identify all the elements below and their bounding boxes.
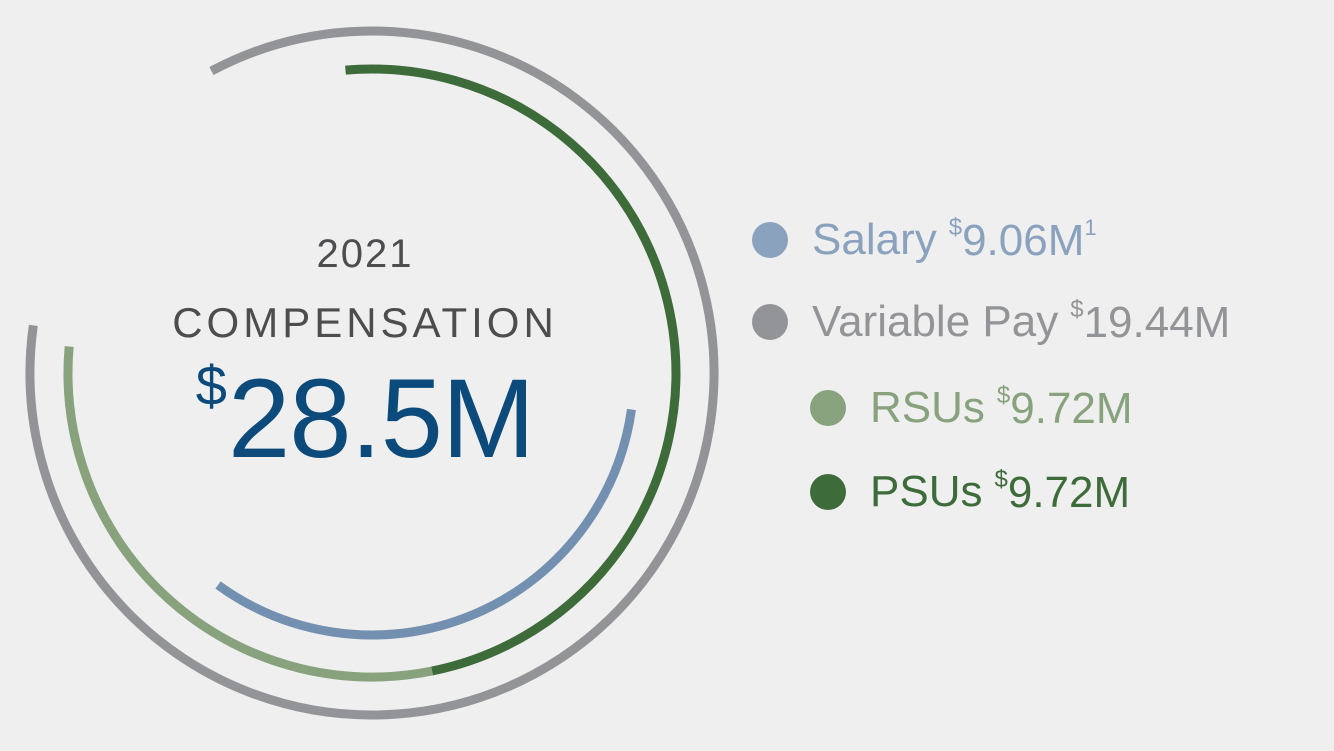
legend-currency-salary: $ bbox=[948, 214, 963, 241]
legend-currency-variable-pay: $ bbox=[1070, 296, 1084, 323]
legend-dot-salary bbox=[752, 222, 788, 258]
legend-label-salary: Salary bbox=[812, 215, 937, 264]
legend-dot-variable-pay bbox=[752, 304, 788, 340]
legend-dot-rsus bbox=[810, 390, 846, 426]
legend-footnote-salary: 1 bbox=[1084, 215, 1097, 240]
total-compensation: $28.5M bbox=[150, 358, 580, 475]
legend-value-salary: $9.06M1 bbox=[949, 214, 1097, 266]
legend-label-rsus: RSUs bbox=[870, 383, 985, 432]
chart-title: COMPENSATION bbox=[172, 299, 558, 346]
legend-amount-psus: 9.72M bbox=[1007, 468, 1131, 517]
legend-currency-psus: $ bbox=[994, 466, 1008, 493]
arc-salary bbox=[215, 408, 636, 640]
legend-label-psus: PSUs bbox=[870, 467, 983, 516]
legend-value-psus: $9.72M bbox=[994, 466, 1130, 518]
legend-value-rsus: $9.72M bbox=[997, 382, 1133, 434]
legend-item-salary: Salary $9.06M1 bbox=[752, 214, 1097, 266]
legend-amount-rsus: 9.72M bbox=[1010, 384, 1133, 433]
legend-item-variable-pay: Variable Pay $19.44M bbox=[752, 296, 1230, 348]
legend-item-rsus: RSUs $9.72M bbox=[810, 382, 1133, 434]
total-currency-symbol: $ bbox=[195, 354, 227, 417]
arc-rsus bbox=[63, 346, 433, 682]
legend-amount-salary: 9.06M bbox=[962, 216, 1085, 265]
chart-year: 2021 bbox=[316, 232, 414, 276]
legend-value-variable-pay: $19.44M bbox=[1070, 296, 1230, 348]
legend-amount-variable-pay: 19.44M bbox=[1083, 298, 1231, 347]
legend-item-psus: PSUs $9.72M bbox=[810, 466, 1130, 518]
legend-dot-psus bbox=[810, 474, 846, 510]
legend-currency-rsus: $ bbox=[996, 382, 1011, 409]
total-value: 28.5M bbox=[227, 356, 535, 481]
arc-variable-pay bbox=[25, 26, 719, 720]
arc-psus bbox=[345, 64, 681, 676]
legend-label-variable-pay: Variable Pay bbox=[812, 297, 1059, 346]
